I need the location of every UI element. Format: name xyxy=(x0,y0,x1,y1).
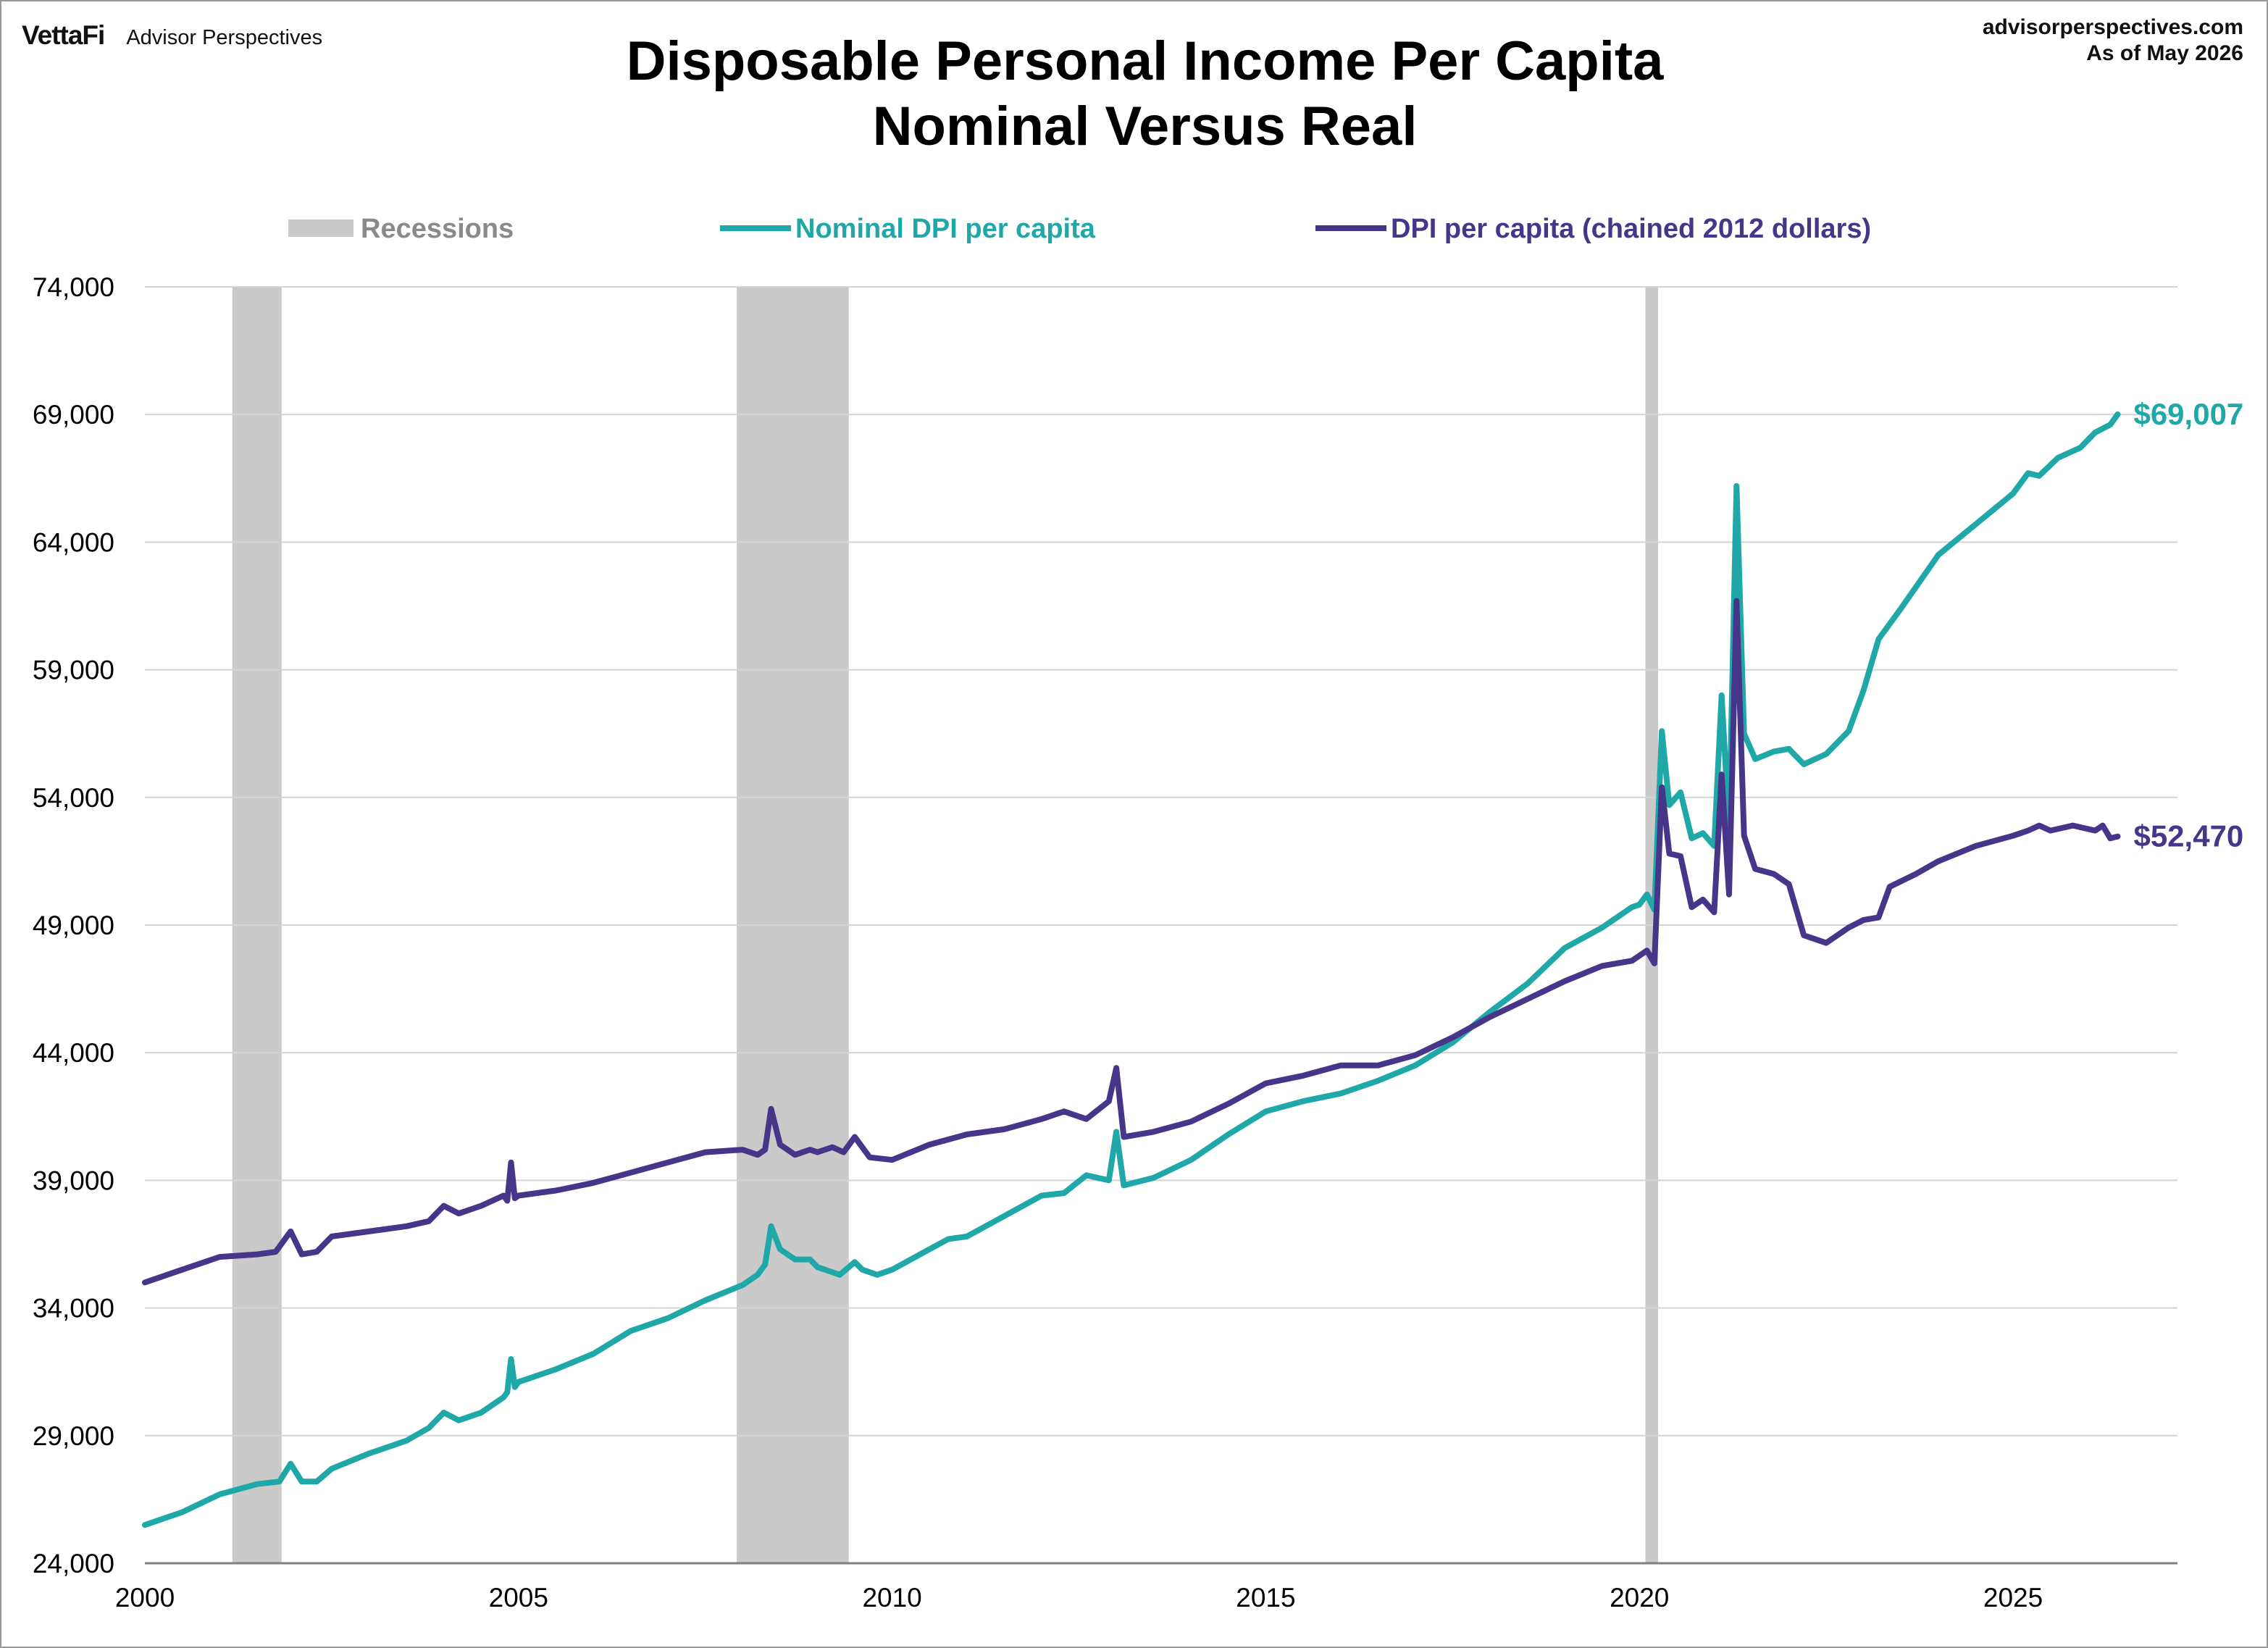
legend-recessions-label: Recessions xyxy=(361,214,514,244)
real-dpi-line xyxy=(142,598,2121,1286)
chart-title: Disposable Personal Income Per Capita No… xyxy=(0,29,2268,159)
brand: VettaFi Advisor Perspectives xyxy=(22,20,322,51)
legend-swatch-recessions xyxy=(288,219,353,237)
nominal-end-label: $69,007 xyxy=(2133,397,2243,431)
real-end-label: $52,470 xyxy=(2133,819,2243,853)
brand-subtitle: Advisor Perspectives xyxy=(126,26,323,49)
y-tick-label-34000: 34,000 xyxy=(33,1294,114,1323)
title-line-2: Nominal Versus Real xyxy=(872,96,1418,157)
x-tick-label-2010: 2010 xyxy=(862,1583,921,1613)
y-tick-label-49000: 49,000 xyxy=(33,911,114,940)
y-tick-label-24000: 24,000 xyxy=(33,1549,114,1578)
nominal-dpi-line xyxy=(142,411,2121,1528)
y-tick-label-59000: 59,000 xyxy=(33,656,114,685)
legend: Recessions Nominal DPI per capita DPI per … xyxy=(288,214,1871,244)
y-tick-label-54000: 54,000 xyxy=(33,783,114,813)
source-site: advisorperspectives.com xyxy=(1982,15,2243,39)
axes: 24,000 29,000 34,000 39,000 44,000 49,000 54,0… xyxy=(33,272,2177,1613)
title-line-1: Disposable Personal Income Per Capita xyxy=(626,30,1664,92)
vettafi-logo: VettaFi xyxy=(22,20,105,50)
y-tick-label-74000: 74,000 xyxy=(33,272,114,302)
y-tick-label-64000: 64,000 xyxy=(33,527,114,557)
legend-real: DPI per capita (chained 2012 dollars) xyxy=(1315,214,1871,244)
legend-nominal-label: Nominal DPI per capita xyxy=(795,214,1096,244)
x-tick-label-2020: 2020 xyxy=(1610,1583,1669,1613)
grid-lines xyxy=(145,286,2177,1436)
source-block: advisorperspectives.com As of May 2026 xyxy=(1983,14,2243,67)
x-tick-label-2000: 2000 xyxy=(115,1583,175,1613)
legend-recessions: Recessions xyxy=(288,214,514,244)
end-labels: $69,007 $52,470 xyxy=(2133,397,2243,853)
y-tick-label-39000: 39,000 xyxy=(33,1166,114,1195)
x-tick-label-2025: 2025 xyxy=(1983,1583,2043,1613)
y-tick-label-44000: 44,000 xyxy=(33,1038,114,1068)
x-tick-label-2015: 2015 xyxy=(1236,1583,1295,1613)
x-tick-label-2005: 2005 xyxy=(489,1583,548,1613)
series-lines xyxy=(142,411,2121,1528)
y-tick-label-29000: 29,000 xyxy=(33,1421,114,1451)
legend-nominal: Nominal DPI per capita xyxy=(720,214,1096,244)
source-date: As of May 2026 xyxy=(2086,41,2243,65)
y-tick-label-69000: 69,000 xyxy=(33,400,114,430)
legend-real-label: DPI per capita (chained 2012 dollars) xyxy=(1391,214,1871,244)
